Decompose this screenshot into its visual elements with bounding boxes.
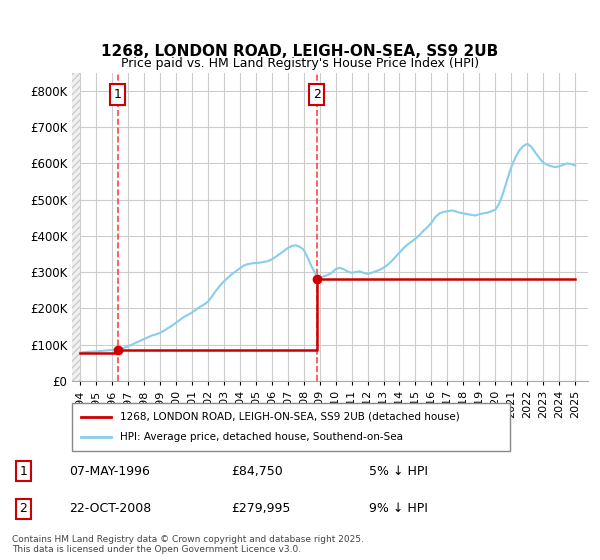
FancyBboxPatch shape [72,403,510,451]
Text: 1: 1 [113,88,121,101]
Bar [72,73,80,381]
Text: 1: 1 [20,465,28,478]
Text: 9% ↓ HPI: 9% ↓ HPI [369,502,428,515]
Text: 2: 2 [313,88,320,101]
Text: 1268, LONDON ROAD, LEIGH-ON-SEA, SS9 2UB: 1268, LONDON ROAD, LEIGH-ON-SEA, SS9 2UB [101,44,499,59]
Text: 1268, LONDON ROAD, LEIGH-ON-SEA, SS9 2UB (detached house): 1268, LONDON ROAD, LEIGH-ON-SEA, SS9 2UB… [120,412,460,422]
Text: £279,995: £279,995 [231,502,290,515]
Text: 22-OCT-2008: 22-OCT-2008 [70,502,152,515]
Text: HPI: Average price, detached house, Southend-on-Sea: HPI: Average price, detached house, Sout… [120,432,403,442]
Text: 07-MAY-1996: 07-MAY-1996 [70,465,151,478]
Text: Contains HM Land Registry data © Crown copyright and database right 2025.
This d: Contains HM Land Registry data © Crown c… [12,535,364,554]
Text: 2: 2 [20,502,28,515]
Text: £84,750: £84,750 [231,465,283,478]
Text: 5% ↓ HPI: 5% ↓ HPI [369,465,428,478]
Text: Price paid vs. HM Land Registry's House Price Index (HPI): Price paid vs. HM Land Registry's House … [121,57,479,70]
